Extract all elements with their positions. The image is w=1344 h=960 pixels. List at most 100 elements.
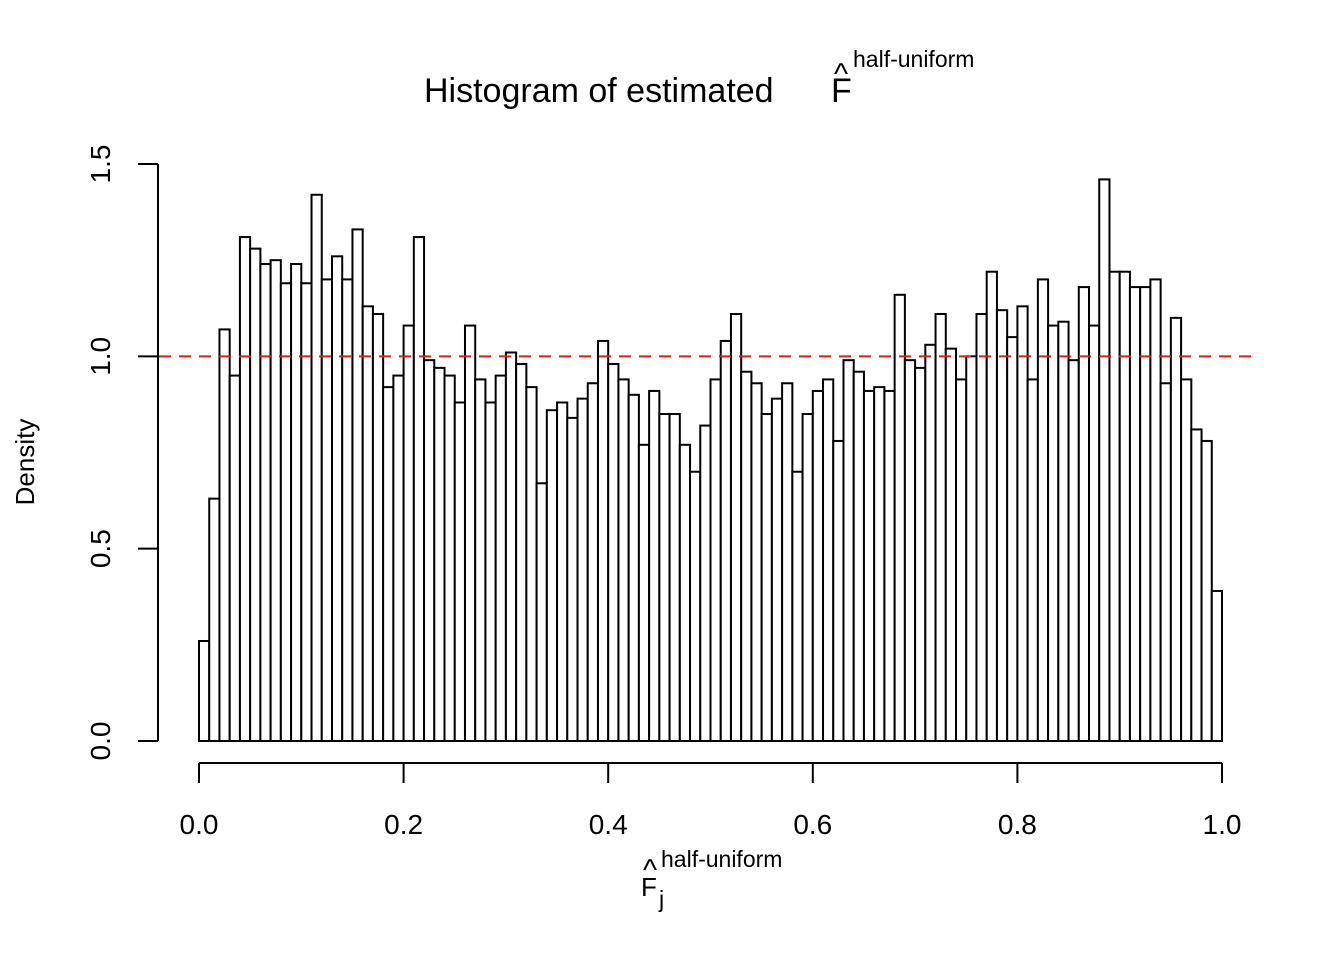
y-axis: 0.0 0.5 1.0 1.5 [85, 145, 159, 761]
histogram-bar [1159, 382, 1172, 742]
histogram-bar [392, 374, 405, 742]
histogram-bar [249, 247, 262, 742]
histogram-bar [668, 413, 681, 742]
histogram-bar [1190, 428, 1203, 742]
histogram-bar [1139, 286, 1152, 742]
histogram-bar [1057, 320, 1070, 742]
histogram-bar [1098, 178, 1111, 742]
histogram-bar [770, 397, 784, 742]
histogram-bar [484, 401, 497, 742]
histogram-bar [648, 389, 661, 742]
histogram-bar [903, 359, 917, 742]
histogram-bar [637, 443, 651, 742]
y-tick-label: 0.0 [85, 722, 116, 761]
histogram-bar [934, 313, 947, 742]
histogram-bar [443, 374, 456, 742]
histogram-bar [515, 363, 528, 742]
histogram-bar [341, 278, 354, 742]
histogram-bar [883, 389, 896, 742]
histogram-bar [965, 355, 978, 742]
y-axis-label: Density [10, 419, 40, 506]
histogram-bar [1180, 378, 1193, 742]
histogram-bar [1200, 439, 1213, 742]
histogram-bar [1047, 324, 1060, 742]
histogram-bar [310, 193, 323, 742]
histogram-bar [1026, 378, 1039, 742]
histogram-bar [463, 324, 477, 742]
histogram-bar [873, 386, 886, 742]
chart-title-prefix: Histogram of estimated [424, 72, 774, 110]
chart-title-superscript: half-uniform [853, 46, 974, 72]
histogram-bar [750, 382, 763, 742]
x-tick-label: 0.6 [793, 809, 832, 840]
histogram-bar [607, 363, 620, 742]
histogram-bar [1006, 336, 1019, 742]
histogram-bar [1016, 305, 1029, 742]
histogram-bar [504, 351, 518, 742]
x-axis: 0.0 0.2 0.4 0.6 0.8 1.0 [180, 762, 1241, 840]
histogram-bar [361, 305, 374, 742]
histogram-bar [1077, 286, 1091, 742]
histogram-bar [433, 366, 446, 742]
histogram-bar [627, 393, 640, 742]
histogram-bar [556, 401, 569, 742]
histogram-bar [238, 236, 252, 742]
histogram-bar [985, 270, 998, 742]
histogram-bar [576, 397, 589, 742]
histogram-bar [893, 293, 906, 742]
histogram-bar [729, 313, 743, 742]
histogram-bar [811, 389, 825, 742]
histogram-bar [852, 370, 865, 742]
x-tick-label: 0.0 [180, 809, 219, 840]
histogram-bar [586, 382, 599, 742]
histogram-bar [402, 324, 415, 742]
histogram-bar [300, 282, 313, 742]
x-axis-label-subscript: j [658, 886, 664, 912]
histogram-bar [228, 374, 241, 742]
x-axis-label-symbol: F [641, 872, 657, 902]
histogram-bar [791, 470, 804, 742]
histogram-bar [269, 259, 282, 742]
x-tick-label: 0.8 [998, 809, 1037, 840]
histogram-bar [1108, 270, 1121, 742]
histogram-bar [330, 255, 344, 742]
histogram-bar [842, 359, 855, 742]
y-tick-label: 1.0 [85, 337, 116, 376]
histogram-bar [566, 416, 579, 742]
histogram-bar [279, 282, 293, 742]
x-axis-label-superscript: half-uniform [661, 846, 782, 872]
histogram-bar [320, 278, 333, 742]
histogram-bar [1149, 278, 1162, 742]
histogram-bar [801, 413, 814, 742]
histogram-bar [719, 339, 732, 742]
histogram-bar [1036, 278, 1050, 742]
histogram-bar [709, 378, 722, 742]
histogram-bar [453, 401, 466, 742]
x-tick-label: 0.4 [589, 809, 628, 840]
histogram-bar [955, 378, 968, 742]
histogram-bar [1169, 316, 1183, 742]
histogram-bar [371, 313, 385, 742]
histogram-bar [525, 386, 538, 742]
histogram-bar [1210, 589, 1224, 742]
histogram-bar [535, 482, 548, 742]
histogram-bar [545, 409, 559, 742]
y-tick-label: 0.5 [85, 529, 116, 568]
histogram-bar [259, 263, 272, 742]
histogram-bar [822, 378, 835, 742]
histogram-bar [1128, 286, 1142, 742]
histogram-bar [208, 497, 221, 742]
histogram-bar [781, 382, 794, 742]
histogram-bar [760, 413, 773, 742]
histogram-bar [382, 386, 395, 742]
chart-title-symbol: F [831, 72, 852, 110]
histogram-bar [995, 309, 1009, 742]
histogram-bar [699, 424, 712, 742]
histogram-bars [198, 178, 1224, 742]
histogram-bar [474, 378, 487, 742]
y-tick-label: 1.5 [85, 145, 116, 184]
histogram-bar [1088, 324, 1101, 742]
histogram-bar [412, 236, 426, 742]
histogram-bar [1118, 270, 1131, 742]
